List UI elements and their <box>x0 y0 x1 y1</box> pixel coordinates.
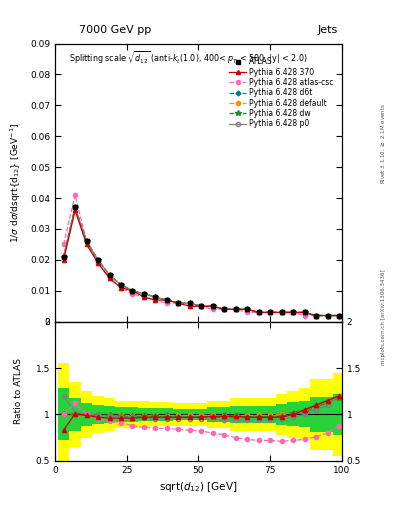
Text: mcplots.cern.ch [arXiv:1306.3436]: mcplots.cern.ch [arXiv:1306.3436] <box>381 270 386 365</box>
Text: Rivet 3.1.10, $\geq$ 2.1M events: Rivet 3.1.10, $\geq$ 2.1M events <box>379 103 387 184</box>
Legend: ATLAS, Pythia 6.428 370, Pythia 6.428 atlas-csc, Pythia 6.428 d6t, Pythia 6.428 : ATLAS, Pythia 6.428 370, Pythia 6.428 at… <box>228 56 335 130</box>
Text: Splitting scale $\sqrt{d_{12}}$ (anti-$k_t$(1.0), 400< $p_T$ < 500, |y| < 2.0): Splitting scale $\sqrt{d_{12}}$ (anti-$k… <box>70 49 308 66</box>
X-axis label: sqrt($d_{12}$) [GeV]: sqrt($d_{12}$) [GeV] <box>159 480 238 494</box>
Y-axis label: 1/$\sigma$ d$\sigma$/dsqrt{d$_{12}$} [GeV$^{-1}$]: 1/$\sigma$ d$\sigma$/dsqrt{d$_{12}$} [Ge… <box>9 122 24 243</box>
Text: 7000 GeV pp: 7000 GeV pp <box>79 25 151 35</box>
Text: Jets: Jets <box>318 25 338 35</box>
Y-axis label: Ratio to ATLAS: Ratio to ATLAS <box>15 358 24 424</box>
